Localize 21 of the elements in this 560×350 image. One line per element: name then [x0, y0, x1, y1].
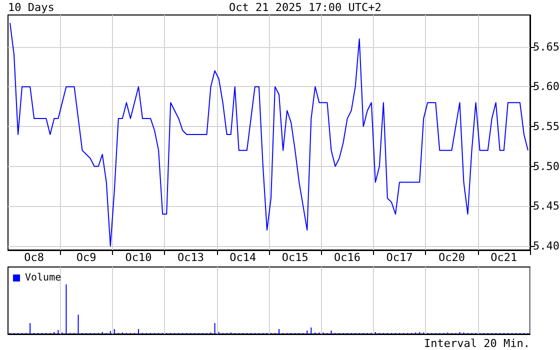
y-tick-label: 5.60 — [533, 80, 560, 94]
y-tick-label: 5.65 — [533, 40, 560, 54]
x-tick-label: Oc13 — [177, 251, 204, 264]
x-tick-label: Oc10 — [125, 251, 152, 264]
y-tick-label: 5.45 — [533, 200, 560, 213]
chart-title: 10 Days — [8, 1, 54, 14]
text: Oct 21 2025 17:00 UTC+2 — [229, 1, 382, 14]
y-tick-label: 5.50 — [533, 160, 560, 173]
text: Interval 20 Min. — [424, 337, 530, 350]
x-tick-label: Oc15 — [282, 251, 308, 264]
line-series — [10, 22, 528, 247]
legend-label: Volume — [25, 272, 62, 284]
x-tick-label: Oc8 — [24, 251, 44, 264]
x-tick-label: Oc16 — [334, 251, 361, 264]
y-tick-label: 5.40 — [533, 240, 560, 253]
x-tick-label: Oc9 — [76, 251, 96, 264]
x-tick-label: Oc14 — [230, 251, 257, 264]
x-tick-label: Oc21 — [490, 251, 518, 264]
x-tick-label: Oc20 — [438, 251, 465, 264]
x-tick-label: Oc17 — [386, 251, 413, 264]
y-tick-label: 5.55 — [533, 120, 560, 134]
